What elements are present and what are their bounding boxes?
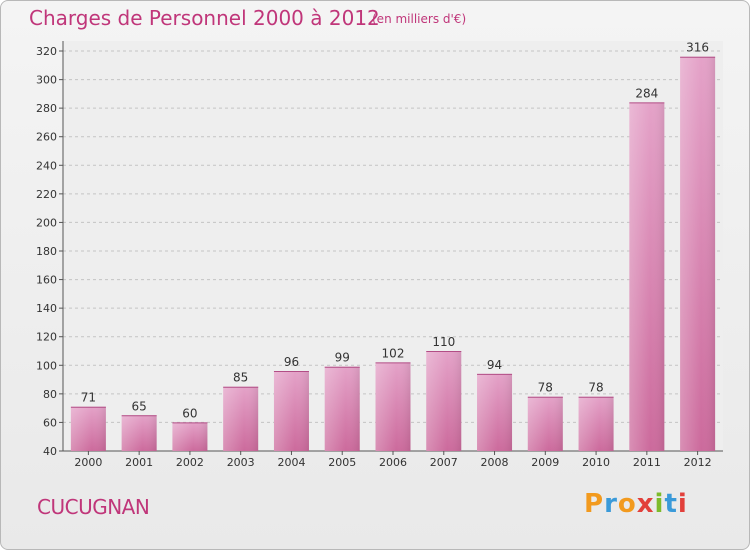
chart-subtitle: (en milliers d'€) bbox=[372, 12, 467, 26]
logo-letter: i bbox=[654, 489, 665, 519]
data-label: 65 bbox=[132, 399, 147, 413]
x-tick-label: 2008 bbox=[481, 456, 509, 469]
bar-shade bbox=[121, 415, 157, 451]
y-tick-label: 40 bbox=[43, 445, 57, 458]
x-tick-label: 2003 bbox=[227, 456, 255, 469]
bar-shade bbox=[223, 386, 259, 451]
bar-shade bbox=[578, 396, 614, 451]
bar-shade bbox=[273, 371, 309, 451]
x-tick-label: 2012 bbox=[684, 456, 712, 469]
data-label: 85 bbox=[233, 371, 248, 385]
logo-letter: r bbox=[604, 489, 618, 519]
proxiti-logo: Proxiti bbox=[584, 489, 688, 519]
y-tick-label: 140 bbox=[36, 302, 57, 315]
data-label: 78 bbox=[538, 381, 553, 395]
data-label: 60 bbox=[182, 406, 197, 420]
y-tick-label: 300 bbox=[36, 74, 57, 87]
commune-name: CUCUGNAN bbox=[37, 495, 150, 519]
data-label: 71 bbox=[81, 391, 96, 405]
bar-shade bbox=[477, 373, 513, 451]
x-tick-label: 2010 bbox=[582, 456, 610, 469]
y-tick-label: 320 bbox=[36, 45, 57, 58]
y-tick-label: 120 bbox=[36, 331, 57, 344]
bar-shade bbox=[426, 351, 462, 451]
bar-shade bbox=[680, 56, 716, 451]
x-tick-label: 2005 bbox=[328, 456, 356, 469]
data-label: 284 bbox=[635, 86, 658, 100]
bar-shade bbox=[527, 396, 563, 451]
data-label: 102 bbox=[382, 346, 405, 360]
x-tick-label: 2009 bbox=[531, 456, 559, 469]
y-tick-label: 180 bbox=[36, 245, 57, 258]
data-label: 316 bbox=[686, 41, 709, 55]
bar-shade bbox=[324, 366, 360, 451]
x-tick-label: 2006 bbox=[379, 456, 407, 469]
logo-letter: o bbox=[617, 489, 637, 519]
data-label: 78 bbox=[588, 381, 603, 395]
x-tick-label: 2004 bbox=[277, 456, 305, 469]
y-tick-label: 240 bbox=[36, 159, 57, 172]
y-tick-label: 260 bbox=[36, 131, 57, 144]
y-tick-label: 200 bbox=[36, 216, 57, 229]
y-tick-label: 80 bbox=[43, 388, 57, 401]
x-tick-label: 2007 bbox=[430, 456, 458, 469]
logo-letter: x bbox=[636, 489, 655, 519]
data-label: 110 bbox=[432, 335, 455, 349]
logo-letter: i bbox=[677, 489, 688, 519]
logo-letter: t bbox=[664, 489, 678, 519]
y-tick-label: 280 bbox=[36, 102, 57, 115]
data-label: 96 bbox=[284, 355, 299, 369]
data-label: 99 bbox=[335, 351, 350, 365]
y-tick-label: 220 bbox=[36, 188, 57, 201]
logo-letter: P bbox=[584, 489, 605, 519]
y-tick-label: 100 bbox=[36, 359, 57, 372]
x-tick-label: 2011 bbox=[633, 456, 661, 469]
chart-title: Charges de Personnel 2000 à 2012 bbox=[29, 6, 380, 30]
x-tick-label: 2001 bbox=[125, 456, 153, 469]
data-label: 94 bbox=[487, 358, 502, 372]
bar-shade bbox=[172, 422, 208, 451]
bar-shade bbox=[629, 102, 665, 451]
bar-shade bbox=[70, 406, 106, 451]
y-tick-label: 160 bbox=[36, 274, 57, 287]
x-tick-label: 2002 bbox=[176, 456, 204, 469]
y-tick-label: 60 bbox=[43, 416, 57, 429]
x-tick-label: 2000 bbox=[74, 456, 102, 469]
bar-shade bbox=[375, 362, 411, 451]
